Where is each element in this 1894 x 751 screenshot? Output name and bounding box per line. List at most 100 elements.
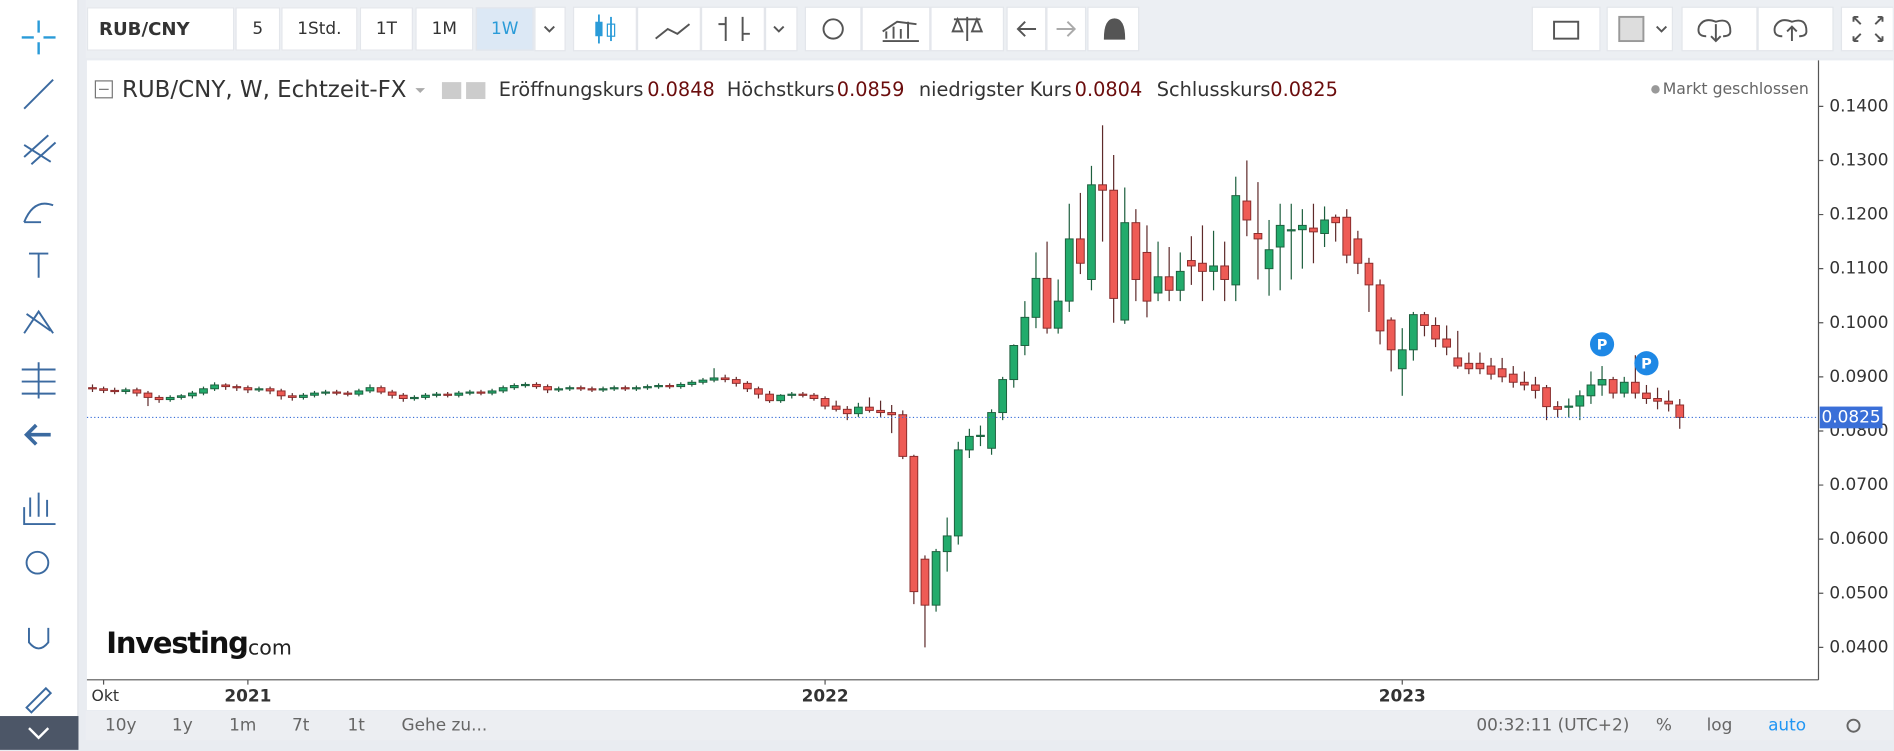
candle-body (909, 455, 919, 593)
title-dropdown[interactable] (415, 88, 426, 93)
expand-icon (28, 727, 50, 740)
candle-body (1198, 262, 1207, 272)
candle-body (1397, 349, 1407, 370)
measure-tool[interactable] (21, 362, 56, 399)
candle-body (1586, 384, 1596, 397)
candle-body (632, 387, 641, 390)
indicators-button[interactable] (861, 6, 931, 52)
candle-body (854, 406, 863, 415)
candle-body (1009, 345, 1019, 381)
candle-body (1098, 184, 1107, 191)
candle-body (743, 382, 752, 390)
scale-option[interactable]: log (1706, 716, 1733, 736)
candle-body (443, 393, 453, 396)
visibility-icon[interactable] (441, 82, 462, 100)
candle-body (609, 387, 619, 390)
candle-body (576, 387, 586, 390)
magnet-tool[interactable] (28, 627, 50, 650)
interval-button[interactable]: 5 (235, 7, 281, 51)
bar-icon (718, 16, 750, 42)
price-label: 0.0825 (1822, 406, 1881, 426)
interval-button[interactable]: 1Std. (281, 7, 358, 51)
interval-button[interactable]: 1W (475, 7, 534, 51)
annotation-marker (1589, 332, 1615, 357)
candle-body (365, 387, 375, 392)
candle-body (254, 388, 264, 391)
close-label: Schlusskurs (1157, 78, 1271, 101)
screenshot-button[interactable] (1531, 6, 1601, 52)
candle-body (1486, 365, 1496, 375)
high-label: Höchstkurs (727, 78, 835, 101)
range-button[interactable]: 10y (104, 716, 137, 736)
bar-type-button[interactable] (700, 6, 765, 52)
interval-button[interactable]: 1M (415, 7, 474, 51)
status-dot (1651, 85, 1660, 94)
lock-tool[interactable] (25, 686, 53, 714)
indicator-tool[interactable] (23, 492, 56, 526)
candle-body (199, 388, 208, 394)
x-tick-label: 2023 (1379, 686, 1426, 706)
candle-body (1275, 224, 1285, 248)
candle-body (1464, 362, 1474, 370)
left-toolbar (0, 0, 79, 750)
color-swatch (1618, 15, 1645, 43)
settings-icon[interactable] (466, 82, 486, 100)
candle-body (1675, 404, 1685, 418)
trend-line-tool[interactable] (23, 79, 54, 110)
candle-body (343, 392, 353, 395)
scale-option[interactable]: auto (1768, 716, 1807, 736)
candle-type-button[interactable] (572, 6, 637, 52)
candle-body (321, 391, 330, 394)
y-tick-label: 0.1200 (1829, 204, 1888, 224)
camera-icon (1553, 20, 1580, 40)
candle-body (476, 391, 486, 394)
hide-toolbar[interactable] (24, 423, 51, 446)
settings-button[interactable] (804, 6, 862, 52)
candle-body (465, 391, 475, 394)
candle-body (132, 389, 142, 394)
candle-body (1420, 314, 1429, 326)
scale-settings[interactable] (1843, 716, 1865, 735)
candle-body (842, 408, 852, 415)
candle-body (1497, 368, 1507, 378)
scale-option[interactable]: % (1655, 716, 1672, 736)
fullscreen-button[interactable] (1840, 6, 1894, 52)
load-button[interactable] (1681, 6, 1758, 52)
chart-title: RUB/CNY, W, Echtzeit-FX (122, 77, 407, 103)
candle-body (1242, 200, 1252, 221)
candle-body (987, 412, 996, 449)
candle-body (731, 379, 741, 384)
range-button[interactable]: 1t (347, 716, 365, 736)
candle-body (521, 383, 530, 387)
candle-body (410, 396, 419, 400)
range-button[interactable]: 1m (229, 716, 257, 736)
candle-body (165, 396, 175, 401)
range-button[interactable]: 1y (171, 716, 193, 736)
candle-body (920, 558, 930, 606)
candle-body (1664, 400, 1674, 405)
collapse-button[interactable] (94, 80, 113, 99)
interval-button[interactable]: 1T (359, 7, 413, 51)
candle-body (1386, 319, 1396, 351)
candle-body (1364, 262, 1374, 286)
fib-tool[interactable] (23, 134, 57, 165)
y-tick-label: 0.0600 (1829, 528, 1888, 548)
candle-body (964, 435, 974, 451)
zoom-tool[interactable] (25, 550, 50, 575)
brush-tool[interactable] (23, 202, 54, 224)
text-tool[interactable] (28, 252, 49, 278)
candle-body (498, 387, 508, 392)
symbol-search[interactable]: RUB/CNY (86, 7, 235, 51)
candle-body (565, 387, 575, 390)
pattern-tool[interactable] (23, 309, 54, 334)
crosshair-tool[interactable] (21, 20, 56, 55)
range-button[interactable]: 7t (291, 716, 310, 736)
goto-button[interactable]: Gehe zu... (401, 716, 488, 736)
candle-body (765, 393, 774, 402)
interval-dropdown[interactable] (534, 6, 566, 52)
expand-button[interactable] (0, 716, 79, 750)
candle-body (1442, 338, 1452, 348)
line-icon (655, 23, 691, 40)
candle-body (1153, 276, 1163, 294)
